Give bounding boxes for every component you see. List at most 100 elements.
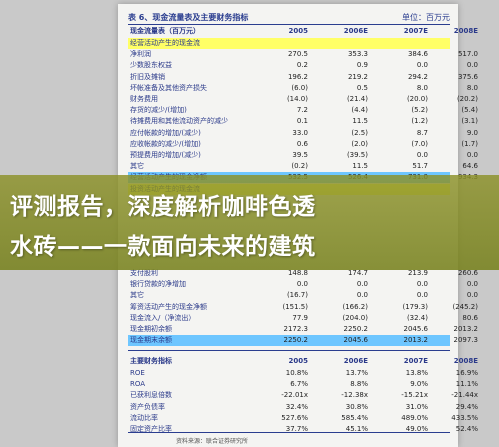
cell-value: 8.0 bbox=[416, 83, 428, 92]
cell-value: 585.4% bbox=[341, 413, 368, 422]
table-row: ROA 6.7% 8.8% 9.0% 11.1% bbox=[128, 379, 478, 390]
table-row: 银行贷款的净增加 0.0 0.0 0.0 0.0 bbox=[128, 279, 478, 290]
cell-value: (245.2) bbox=[452, 302, 478, 311]
banner-title-line-1: 评测报告，深度解析咖啡色透 bbox=[10, 194, 316, 220]
cell-value: 30.8% bbox=[345, 402, 368, 411]
cell-value: (2.5) bbox=[351, 128, 368, 137]
cell-value: 219.2 bbox=[347, 72, 368, 81]
cell-value: (151.5) bbox=[282, 302, 308, 311]
table-row: 净利润 270.5 353.3 384.6 517.0 bbox=[128, 49, 478, 60]
cell-value: 196.2 bbox=[287, 72, 308, 81]
ratio-header-row: 主要财务指标 2005 2006E 2007E 2008E bbox=[128, 356, 478, 367]
table-row: 折旧及摊销 196.2 219.2 294.2 375.6 bbox=[128, 72, 478, 83]
cell-value: 0.0 bbox=[466, 280, 478, 289]
source-note: 资料来源：联合证券研究所 bbox=[176, 438, 249, 445]
cell-value: (20.0) bbox=[406, 95, 428, 103]
row-label: 现金期末余额 bbox=[130, 336, 172, 345]
cell-value: 213.9 bbox=[407, 269, 428, 277]
cell-value: 64.6 bbox=[462, 162, 478, 171]
header-label: 现金流量表（百万元） bbox=[130, 27, 200, 35]
cell-value: 0.1 bbox=[296, 117, 308, 126]
cell-value: 52.4% bbox=[455, 425, 478, 433]
table-row: ROE 10.8% 13.7% 13.8% 16.9% bbox=[128, 368, 478, 379]
divider bbox=[128, 350, 450, 351]
banner-title-line-2: 水砖——一款面向未来的建筑 bbox=[10, 234, 316, 260]
cell-value: 0.9 bbox=[356, 61, 368, 70]
cell-value: 8.0 bbox=[466, 83, 478, 92]
cell-value: (39.5) bbox=[346, 151, 368, 159]
row-label: 少数股东权益 bbox=[130, 61, 172, 70]
cell-value: 0.0 bbox=[416, 151, 428, 159]
table-row: 筹资活动产生的现金净额 (151.5) (166.2) (179.3) (245.2) bbox=[128, 302, 478, 313]
cell-value: 353.3 bbox=[347, 50, 368, 59]
cell-value: 39.5 bbox=[292, 151, 308, 159]
table-row: 现金期末余额 2250.2 2045.6 2013.2 2097.3 bbox=[128, 335, 478, 347]
cell-value: (32.4) bbox=[406, 313, 428, 322]
cell-value: 11.5 bbox=[352, 117, 368, 126]
cell-value: (5.4) bbox=[461, 106, 478, 115]
cell-value: (1.7) bbox=[461, 139, 478, 148]
cell-value: (7.0) bbox=[411, 139, 428, 148]
header-col: 2008E bbox=[453, 27, 478, 35]
cell-value: 0.0 bbox=[296, 280, 308, 289]
cell-value: (5.2) bbox=[411, 106, 428, 115]
header-col: 2007E bbox=[403, 27, 428, 35]
cell-value: (2.0) bbox=[351, 139, 368, 148]
cell-value: 0.0 bbox=[416, 291, 428, 300]
table-row: 坏帐准备及其他资产损失 (6.0) 0.5 8.0 8.0 bbox=[128, 83, 478, 94]
cell-value: 517.0 bbox=[457, 50, 478, 59]
cell-value: (6.0) bbox=[291, 83, 308, 92]
table-row: 已获利息倍数 -22.01x -12.38x -15.21x -21.44x bbox=[128, 390, 478, 401]
row-label: 流动比率 bbox=[130, 413, 158, 422]
cell-value: 9.0 bbox=[466, 128, 478, 137]
table-row: 现金流入/（净流出） 77.9 (204.0) (32.4) 80.6 bbox=[128, 313, 478, 324]
table-title: 表 6、现金流量表及主要财务指标 bbox=[128, 13, 249, 22]
row-label: 其它 bbox=[130, 162, 144, 171]
cell-value: 433.5% bbox=[451, 413, 478, 422]
row-label: 净利润 bbox=[130, 50, 151, 59]
cell-value: (3.1) bbox=[461, 117, 478, 126]
cell-value: 2013.2 bbox=[403, 336, 429, 345]
row-label: 筹资活动产生的现金净额 bbox=[130, 302, 207, 311]
cell-value: 294.2 bbox=[407, 72, 428, 81]
cell-value: 2013.2 bbox=[453, 325, 479, 333]
cell-value: 9.0% bbox=[410, 380, 428, 389]
cell-value: 7.2 bbox=[296, 106, 308, 115]
cell-value: 31.0% bbox=[405, 402, 428, 411]
cell-value: 13.7% bbox=[345, 369, 368, 377]
cell-value: (21.4) bbox=[346, 95, 368, 103]
row-label: ROE bbox=[130, 369, 145, 377]
header-col: 2005 bbox=[288, 27, 308, 35]
cell-value: 13.8% bbox=[405, 369, 428, 377]
row-label: 待摊费用和其他流动资产的减少 bbox=[130, 117, 228, 126]
row-label: 坏帐准备及其他资产损失 bbox=[130, 83, 207, 92]
cell-value: 0.6 bbox=[296, 139, 308, 148]
cell-value: 260.6 bbox=[457, 269, 478, 277]
cell-value: (166.2) bbox=[342, 302, 368, 311]
table-row: 应付帐款的增加/(减少) 33.0 (2.5) 8.7 9.0 bbox=[128, 128, 478, 139]
cell-value: 8.7 bbox=[416, 128, 428, 137]
row-label: 应收帐款的减少/(增加) bbox=[130, 139, 201, 148]
cell-value: 2250.2 bbox=[343, 325, 369, 333]
cell-value: 2172.3 bbox=[283, 325, 309, 333]
table-unit: 单位：百万元 bbox=[402, 13, 450, 22]
cell-value: 37.7% bbox=[285, 425, 308, 433]
cell-value: -21.44x bbox=[451, 391, 478, 400]
row-label: 经营活动产生的现金流 bbox=[130, 39, 200, 47]
cell-value: (20.2) bbox=[456, 95, 478, 103]
cell-value: 375.6 bbox=[457, 72, 478, 81]
row-label: 支付股利 bbox=[130, 269, 158, 277]
table-row: 流动比率 527.6% 585.4% 489.0% 433.5% bbox=[128, 413, 478, 424]
row-label: 资产负债率 bbox=[130, 402, 165, 411]
cell-value: (4.4) bbox=[351, 106, 368, 115]
cell-value: 2097.3 bbox=[453, 336, 479, 345]
row-label: 折旧及摊销 bbox=[130, 72, 165, 81]
cell-value: -22.01x bbox=[281, 391, 308, 400]
cell-value: (0.2) bbox=[291, 162, 308, 171]
cell-value: 0.0 bbox=[466, 291, 478, 300]
table-row: 支付股利 148.8 174.7 213.9 260.6 bbox=[128, 268, 478, 279]
cell-value: 2045.6 bbox=[343, 336, 369, 345]
cell-value: 51.7 bbox=[412, 162, 428, 171]
cell-value: 29.4% bbox=[455, 402, 478, 411]
cell-value: 0.0 bbox=[416, 61, 428, 70]
